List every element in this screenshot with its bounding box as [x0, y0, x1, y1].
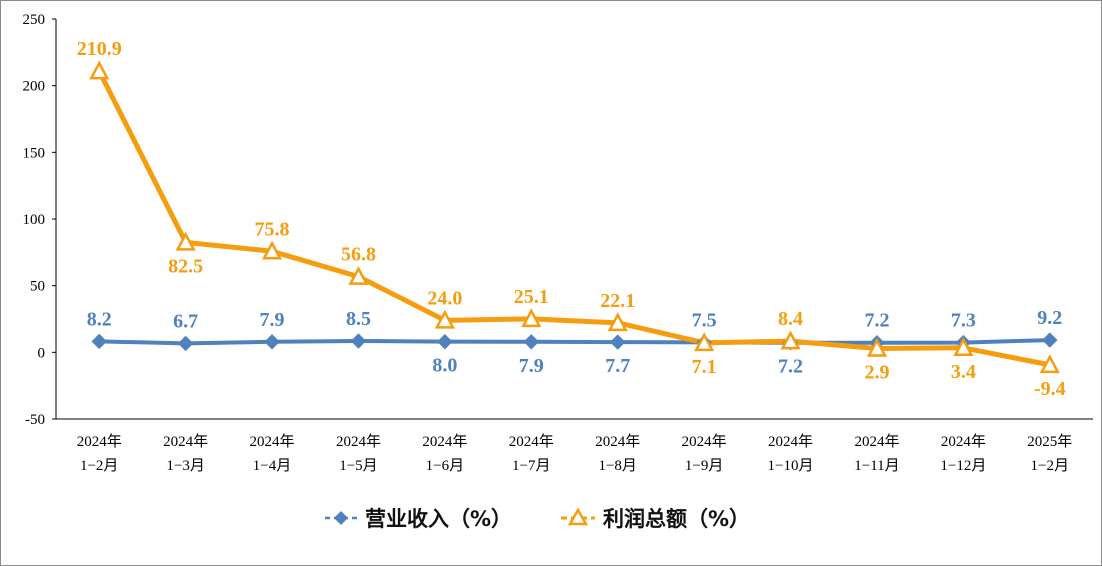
data-label: 8.4: [778, 308, 803, 330]
triangle-marker: [780, 330, 801, 350]
data-label: 75.8: [255, 218, 290, 240]
data-label: 25.1: [514, 286, 549, 308]
data-label: 6.7: [173, 310, 198, 332]
data-label: 24.0: [427, 287, 462, 309]
diamond-marker: [264, 334, 280, 350]
y-tick-label: 100: [23, 212, 46, 228]
legend-label-revenue: 营业收入（%）: [365, 507, 512, 531]
triangle-marker: [1039, 354, 1060, 374]
x-tick-label-month: 1−11月: [854, 458, 899, 474]
x-tick-label-year: 2024年: [163, 433, 208, 450]
data-labels: 8.2 6.7 7.9 8.5 8.0 7.9 7.7 7.5 7.2 7.2 7.3 9.2 210.…: [77, 38, 1066, 400]
diamond-marker: [610, 334, 626, 350]
legend: 营业收入（%） 利润总额（%）: [325, 507, 750, 531]
data-label: 82.5: [168, 255, 203, 277]
data-label: 8.5: [346, 308, 371, 330]
x-tick-label-month: 1−12月: [940, 458, 986, 474]
diamond-marker: [350, 333, 367, 349]
data-label: 7.5: [692, 309, 717, 331]
data-label: 3.4: [951, 361, 976, 383]
triangle-marker: [434, 309, 455, 329]
diamond-marker: [91, 333, 107, 350]
triangle-marker: [953, 337, 974, 357]
diamond-marker: [437, 333, 453, 350]
diamond-marker: [1042, 332, 1058, 348]
x-tick-label-month: 1−6月: [426, 458, 464, 474]
x-tick-label-month: 1−4月: [253, 458, 291, 474]
x-tick-labels: 2024年 1−2月 2024年 1−3月 2024年 1−4月 2024年 1−5月 2024…: [77, 433, 1073, 474]
legend-diamond-icon: [334, 511, 348, 525]
data-label: 210.9: [77, 38, 122, 60]
y-tick-label: -50: [25, 412, 45, 428]
data-label: 9.2: [1037, 307, 1062, 329]
data-label: 2.9: [864, 361, 889, 383]
data-label: 8.2: [87, 308, 112, 330]
triangle-marker: [694, 332, 715, 352]
series-lines: [96, 70, 1051, 368]
x-tick-label-year: 2024年: [941, 433, 986, 450]
x-tick-label-year: 2024年: [336, 433, 381, 450]
data-label: 7.2: [864, 310, 889, 332]
series-markers: [89, 60, 1060, 374]
y-tick-labels: 250 200 150 100 50 0 -50: [23, 12, 46, 428]
x-tick-label-month: 1−2月: [80, 458, 118, 474]
triangle-marker: [866, 337, 888, 357]
x-tick-label-year: 2024年: [682, 433, 727, 450]
x-tick-label-month: 1−7月: [512, 458, 550, 474]
data-label: 7.1: [692, 356, 717, 378]
triangle-marker: [348, 265, 369, 285]
triangle-marker: [521, 308, 542, 328]
triangle-marker: [175, 231, 196, 251]
legend-label-profit: 利润总额（%）: [603, 507, 750, 531]
x-tick-label-month: 1−2月: [1031, 458, 1069, 474]
y-tick-label: 0: [38, 345, 46, 361]
y-tick-label: 200: [23, 79, 46, 95]
y-tick-label: 250: [23, 12, 46, 28]
data-label: 7.2: [778, 356, 803, 378]
diamond-marker: [177, 335, 194, 352]
x-tick-label-year: 2024年: [854, 433, 899, 450]
data-label: 7.9: [519, 355, 544, 377]
x-tick-label-month: 1−8月: [598, 458, 636, 474]
data-label: 8.0: [432, 355, 457, 377]
y-tick-label: 150: [23, 145, 46, 161]
data-label: 7.3: [951, 310, 976, 332]
diamond-marker: [523, 334, 539, 350]
x-tick-label-year: 2024年: [422, 433, 467, 450]
x-tick-label-year: 2025年: [1027, 433, 1072, 450]
series-line-1: [96, 70, 1051, 368]
x-tick-label-month: 1−9月: [685, 458, 723, 474]
legend-triangle-icon: [567, 507, 589, 526]
data-label: -9.4: [1034, 378, 1066, 400]
triangle-marker: [89, 60, 110, 80]
data-label: 56.8: [341, 244, 376, 266]
y-tick-label: 50: [30, 279, 45, 295]
data-label: 7.9: [260, 309, 285, 331]
axes: [52, 18, 1093, 420]
x-tick-label-year: 2024年: [250, 433, 295, 450]
series-line-0: [99, 338, 1050, 346]
data-label: 7.7: [605, 355, 630, 377]
x-tick-label-year: 2024年: [595, 433, 640, 450]
triangle-marker: [261, 240, 283, 260]
data-label: 22.1: [600, 290, 635, 312]
x-tick-label-year: 2024年: [77, 433, 122, 450]
x-tick-label-month: 1−10月: [768, 458, 814, 474]
x-tick-label-year: 2024年: [768, 433, 813, 450]
triangle-marker: [607, 312, 628, 332]
x-tick-label-year: 2024年: [509, 433, 554, 450]
x-tick-label-month: 1−5月: [339, 458, 377, 474]
x-tick-label-month: 1−3月: [166, 458, 204, 474]
